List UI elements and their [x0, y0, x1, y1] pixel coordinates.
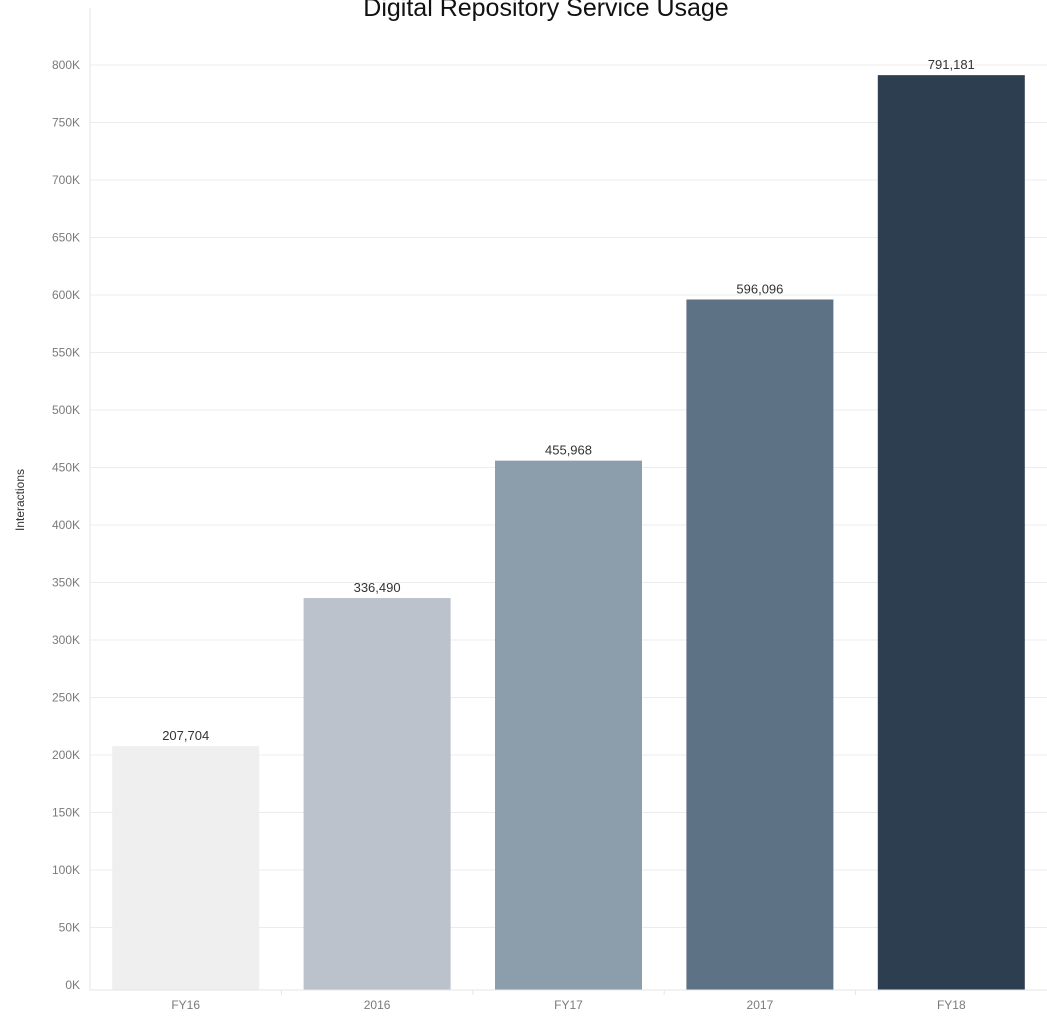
y-tick-label: 550K — [52, 346, 80, 360]
bars — [112, 75, 1025, 991]
y-tick-label: 600K — [52, 288, 80, 302]
x-tick-label: 2016 — [364, 998, 391, 1012]
y-tick-label: 150K — [52, 806, 80, 820]
x-tick-label: 2017 — [747, 998, 774, 1012]
y-tick-label: 400K — [52, 518, 80, 532]
bar-2017 — [686, 299, 834, 990]
labels: 0K 50K 100K 150K 200K 250K 300K 350K 400K 450K 500… — [52, 57, 975, 1012]
bar-fy16 — [112, 746, 260, 990]
bar-value-label: 207,704 — [162, 728, 209, 743]
bar-fy17 — [495, 460, 642, 990]
bar-2016 — [303, 598, 451, 990]
y-tick-label: 350K — [52, 576, 80, 590]
x-tick-label: FY17 — [554, 998, 583, 1012]
axes — [89, 8, 1047, 995]
y-tick-label: 450K — [52, 461, 80, 475]
bar-value-label: 791,181 — [928, 57, 975, 72]
y-tick-label: 250K — [52, 691, 80, 705]
y-tick-label: 200K — [52, 748, 80, 762]
bar-value-label: 596,096 — [736, 281, 783, 296]
y-tick-label: 0K — [65, 978, 80, 992]
y-tick-label: 750K — [52, 116, 80, 130]
y-tick-label: 650K — [52, 231, 80, 245]
x-tick-label: FY16 — [171, 998, 200, 1012]
bar-fy18 — [877, 75, 1025, 991]
bar-value-label: 336,490 — [354, 580, 401, 595]
x-tick-label: FY18 — [937, 998, 966, 1012]
bar-value-label: 455,968 — [545, 443, 592, 458]
y-tick-label: 700K — [52, 173, 80, 187]
y-tick-label: 300K — [52, 633, 80, 647]
chart-title: Digital Repository Service Usage — [363, 0, 729, 22]
y-tick-label: 50K — [59, 921, 80, 935]
y-tick-label: 800K — [52, 58, 80, 72]
y-tick-label: 500K — [52, 403, 80, 417]
y-tick-label: 100K — [52, 863, 80, 877]
